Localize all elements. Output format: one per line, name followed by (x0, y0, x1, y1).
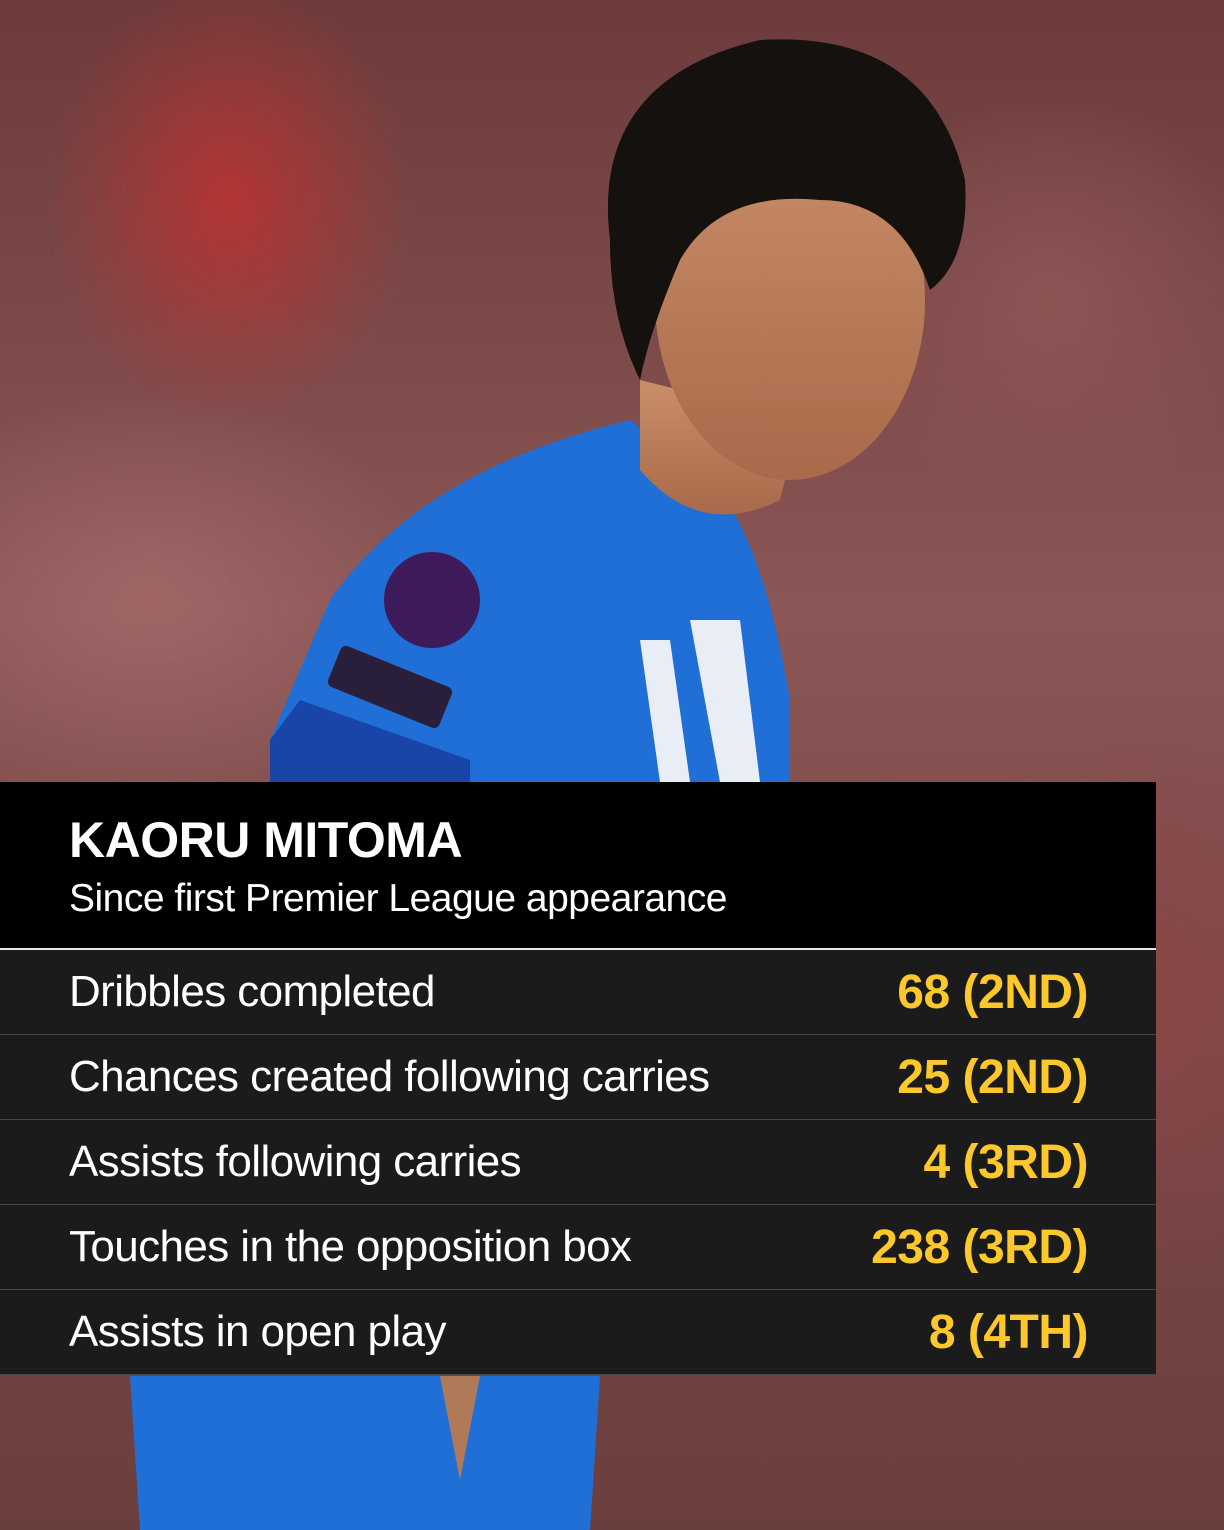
stat-row: Assists following carries 4 (3RD) (0, 1120, 1156, 1205)
stat-row: Touches in the opposition box 238 (3RD) (0, 1205, 1156, 1290)
stat-label: Chances created following carries (69, 1052, 710, 1101)
stats-header: KAORU MITOMA Since first Premier League … (0, 782, 1156, 950)
stat-label: Touches in the opposition box (69, 1222, 632, 1271)
stat-row: Assists in open play 8 (4TH) (0, 1290, 1156, 1375)
stat-row: Chances created following carries 25 (2N… (0, 1035, 1156, 1120)
hair (607, 39, 966, 380)
stat-value: 238 (3RD) (871, 1220, 1088, 1274)
stats-subtitle: Since first Premier League appearance (69, 877, 727, 920)
stat-label: Assists in open play (69, 1307, 446, 1356)
stats-panel: KAORU MITOMA Since first Premier League … (0, 782, 1156, 1375)
stat-row: Dribbles completed 68 (2ND) (0, 950, 1156, 1035)
stat-value: 25 (2ND) (897, 1050, 1088, 1104)
stat-label: Dribbles completed (69, 967, 435, 1016)
stat-value: 8 (4TH) (928, 1305, 1089, 1359)
player-name: KAORU MITOMA (69, 812, 463, 868)
stat-label: Assists following carries (69, 1137, 522, 1186)
stat-value: 4 (3RD) (923, 1135, 1088, 1189)
stat-value: 68 (2ND) (897, 965, 1088, 1019)
